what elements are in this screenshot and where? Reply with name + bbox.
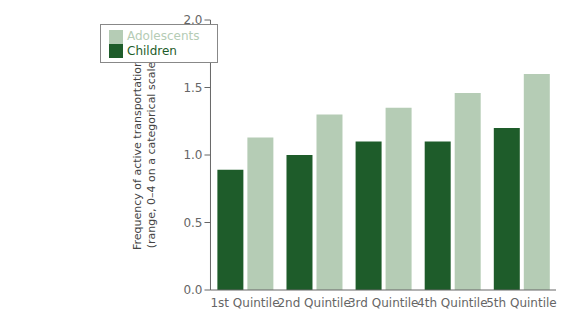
- svg-text:3rd Quintile: 3rd Quintile: [348, 296, 419, 310]
- svg-text:4th Quintile: 4th Quintile: [417, 296, 488, 310]
- svg-text:2nd Quintile: 2nd Quintile: [277, 296, 350, 310]
- html-text:Adolescents: Adolescents: [127, 29, 200, 43]
- svg-text:5th Quintile: 5th Quintile: [486, 296, 557, 310]
- html-text:Children: Children: [127, 43, 177, 58]
- svg-text:2.0: 2.0: [183, 13, 202, 27]
- svg-text:1st Quintile: 1st Quintile: [210, 296, 279, 310]
- svg-text:1.5: 1.5: [183, 81, 202, 95]
- svg-text:0.0: 0.0: [183, 283, 202, 297]
- svg-text:0.5: 0.5: [183, 216, 202, 230]
- svg-text:1.0: 1.0: [183, 148, 202, 162]
- svg-text:Frequency of active transporta: Frequency of active transportation(range…: [131, 60, 158, 250]
